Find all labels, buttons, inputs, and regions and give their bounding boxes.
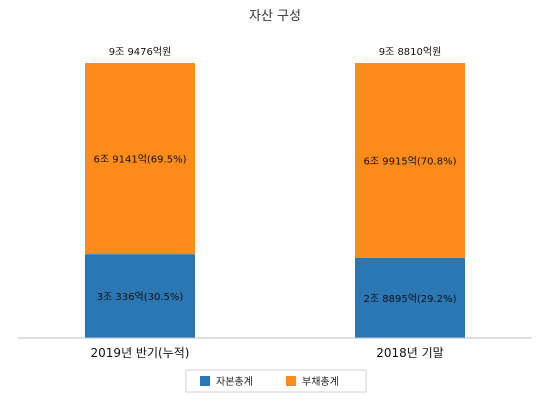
total-label-2019-half: 9조 9476억원 — [109, 46, 172, 58]
data-label-equity-2018-year-end: 2조 8895억(29.2%) — [364, 293, 457, 305]
legend-label-equity: 자본총계 — [216, 376, 253, 388]
bar-liabilities-2018-year-end[interactable] — [355, 63, 465, 258]
bar-group: 3조 336억(30.5%) 6조 9141억(69.5%) 9조 9476억원 20… — [85, 46, 465, 360]
legend: 자본총계 부채총계 — [185, 369, 367, 393]
chart-title: 자산 구성 — [249, 9, 301, 24]
legend-label-liabilities: 부채총계 — [302, 376, 339, 388]
category-label-2019-half: 2019년 반기(누적) — [91, 346, 190, 360]
legend-swatch-liabilities[interactable] — [286, 376, 296, 386]
data-label-equity-2019-half: 3조 336억(30.5%) — [97, 291, 184, 303]
bar-equity-2019-half[interactable] — [85, 254, 195, 338]
data-label-liabilities-2018-year-end: 6조 9915억(70.8%) — [364, 155, 457, 167]
legend-swatch-equity[interactable] — [200, 376, 210, 386]
category-label-2018-year-end: 2018년 기말 — [376, 346, 443, 360]
bar-equity-2018-year-end[interactable] — [355, 257, 465, 338]
bar-liabilities-2019-half[interactable] — [85, 63, 195, 255]
legend-box — [185, 369, 367, 393]
data-label-liabilities-2019-half: 6조 9141억(69.5%) — [94, 154, 187, 166]
total-label-2018-year-end: 9조 8810억원 — [379, 46, 442, 58]
